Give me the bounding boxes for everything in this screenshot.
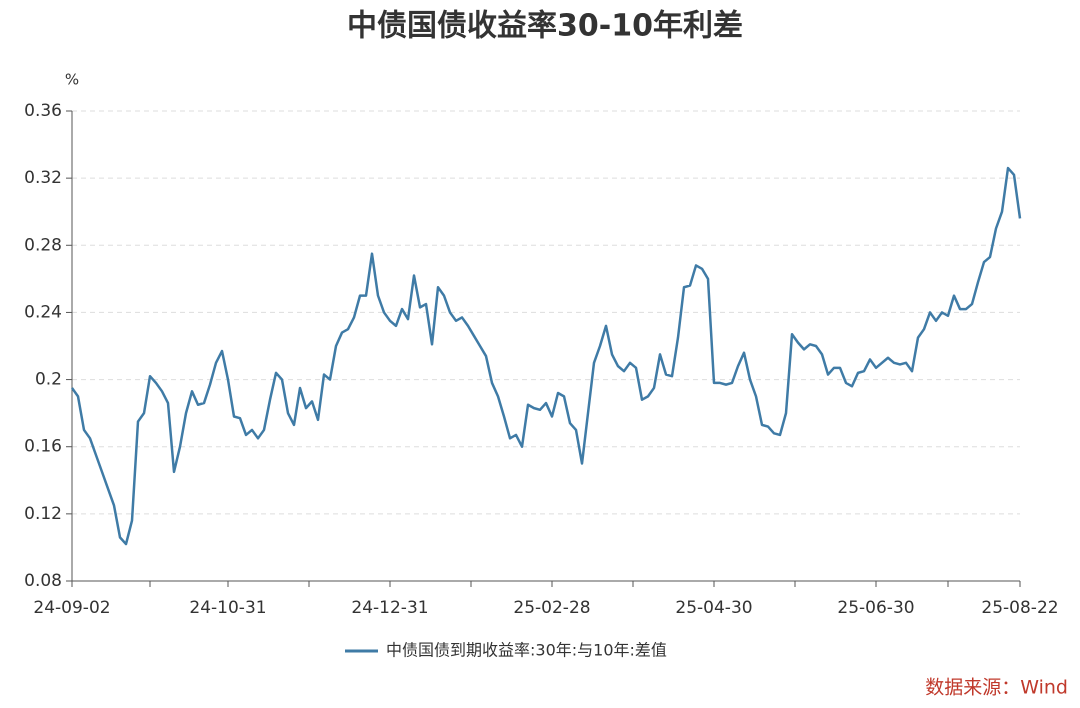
x-tick-label: 24-09-02	[33, 598, 110, 618]
x-tick-label: 24-12-31	[351, 598, 428, 618]
y-tick-label: 0.16	[24, 437, 62, 457]
y-tick-label: 0.12	[24, 504, 62, 524]
y-tick-label: 0.2	[35, 370, 62, 390]
x-tick-label: 25-04-30	[675, 598, 752, 618]
x-tick-label: 24-10-31	[189, 598, 266, 618]
y-tick-label: 0.32	[24, 168, 62, 188]
y-tick-label: 0.36	[24, 101, 62, 121]
x-tick-label: 25-02-28	[513, 598, 590, 618]
chart-title: 中债国债收益率30-10年利差	[347, 9, 743, 44]
x-tick-label: 25-08-22	[981, 598, 1058, 618]
source-note: 数据来源：Wind	[925, 677, 1068, 699]
y-tick-label: 0.08	[24, 571, 62, 591]
y-tick-label: 0.24	[24, 302, 62, 322]
x-tick-label: 25-06-30	[837, 598, 914, 618]
y-unit: %	[65, 71, 79, 89]
data-line	[70, 166, 1022, 546]
legend-label: 中债国债到期收益率:30年:与10年:差值	[386, 641, 667, 660]
y-tick-label: 0.28	[24, 235, 62, 255]
